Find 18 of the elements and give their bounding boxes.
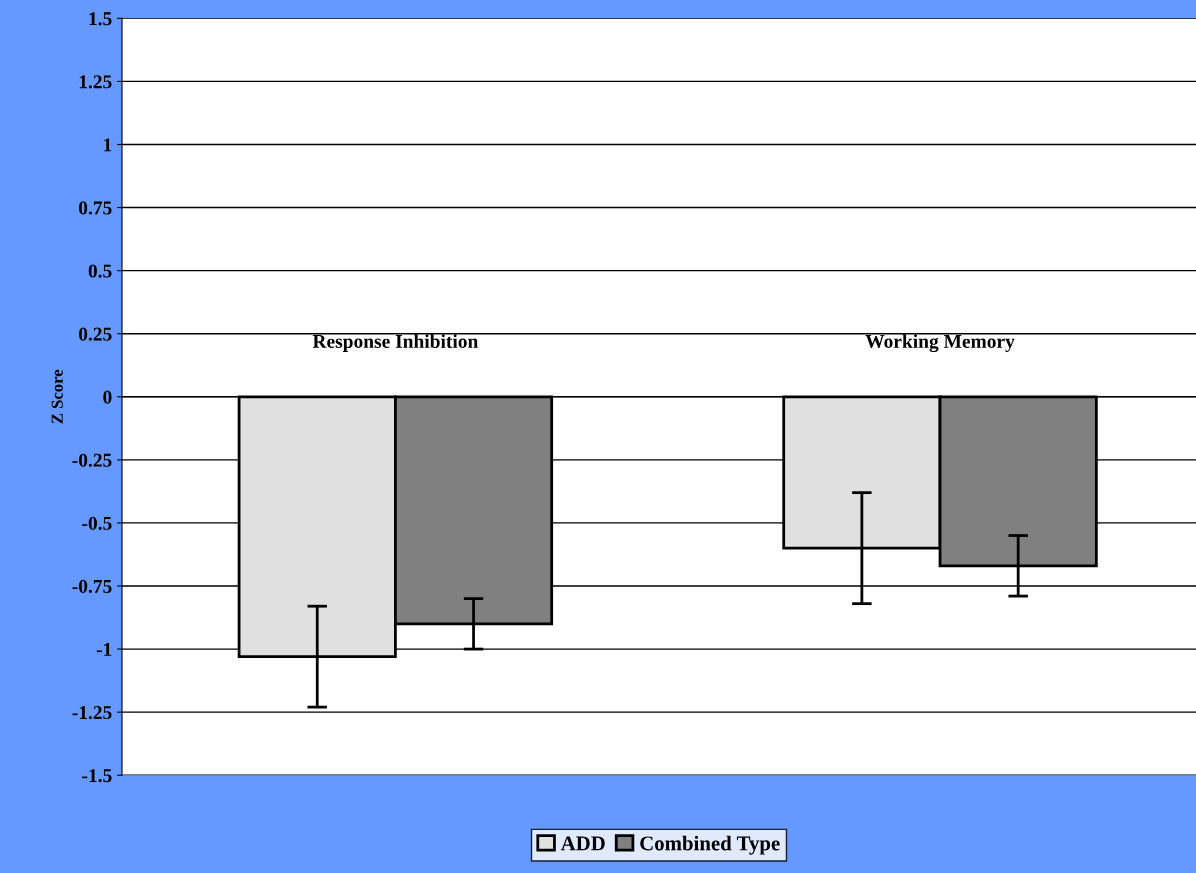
y-tick-label: 1: [104, 138, 112, 152]
y-tick-label: 1.5: [89, 12, 112, 26]
x-tick-label: Working Memory: [865, 334, 1015, 353]
y-tick-label: -1: [96, 642, 112, 656]
y-tick-label: -1.25: [72, 706, 112, 720]
y-tick-label: 1.25: [79, 75, 112, 89]
y-tick-label: -0.25: [72, 453, 112, 467]
y-tick-label: -0.75: [72, 579, 112, 594]
y-tick-label: -0.5: [82, 516, 112, 530]
y-axis-title: Z Score: [51, 369, 63, 424]
y-tick-label: 0: [103, 390, 112, 404]
y-tick-label: 0.75: [78, 201, 112, 215]
y-tick-label: 0.5: [88, 264, 112, 278]
y-tick-label: -1.5: [82, 769, 112, 783]
x-tick-label: Response Inhibition: [312, 334, 479, 352]
legend-label: Combined Type: [640, 835, 780, 855]
y-tick-label: 0.25: [78, 327, 112, 341]
legend-label: ADD: [560, 836, 605, 851]
